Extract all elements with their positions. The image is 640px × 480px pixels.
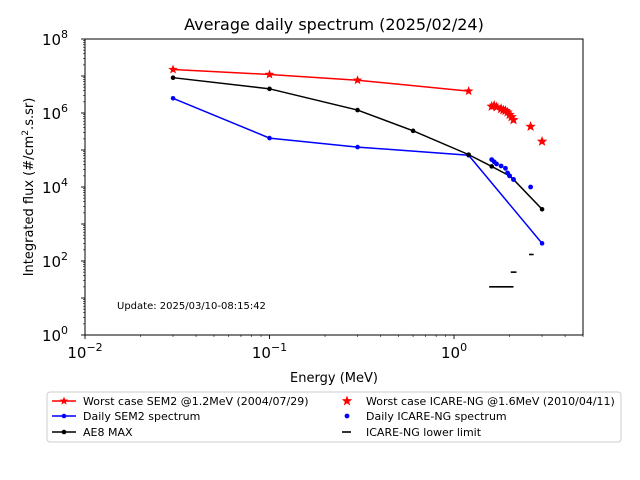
- legend-label: Worst case SEM2 @1.2MeV (2004/07/29): [83, 395, 308, 408]
- data-point-star: [502, 106, 513, 117]
- x-axis-ticks: 10−2 10−1 100: [67, 335, 584, 362]
- data-point: [355, 144, 360, 150]
- legend-label: Daily SEM2 spectrum: [83, 410, 200, 423]
- update-annotation: Update: 2025/03/10-08:15:42: [117, 301, 266, 312]
- data-point: [528, 184, 533, 190]
- data-point: [539, 206, 545, 212]
- data-point: [511, 177, 516, 182]
- data-point-star: [504, 109, 515, 120]
- data-point-star: [506, 111, 517, 122]
- legend-handle-dot: [61, 413, 67, 419]
- x-tick-label: 100: [441, 341, 467, 362]
- data-point: [267, 86, 272, 92]
- data-point-star: [264, 69, 275, 79]
- y-tick-label: 108: [42, 28, 68, 49]
- legend-entry-5: ICARE-NG lower limit: [342, 426, 482, 439]
- x-tick-label: 10−1: [252, 341, 287, 362]
- legend-handle-dot: [344, 413, 350, 419]
- data-point-star: [463, 86, 474, 96]
- series-line: [173, 68, 469, 92]
- data-point-star: [525, 121, 536, 132]
- series-3: [486, 99, 548, 146]
- x-axis-label: Energy (MeV): [290, 371, 378, 386]
- data-point-star: [488, 99, 500, 110]
- data-point: [539, 241, 545, 246]
- data-point: [170, 95, 176, 101]
- data-point: [355, 107, 360, 113]
- legend-entry-4: Daily ICARE-NG spectrum: [344, 410, 507, 423]
- data-point: [489, 164, 494, 169]
- data-point-star: [168, 64, 178, 74]
- data-point: [507, 173, 512, 179]
- data-point: [503, 165, 508, 171]
- data-point-star: [508, 114, 519, 125]
- y-tick-label: 106: [42, 102, 68, 123]
- legend-entry-1: Daily SEM2 spectrum: [52, 410, 200, 423]
- plot-background: [85, 39, 583, 335]
- data-point: [494, 161, 499, 167]
- y-axis-label: Integrated flux (#/cm2.s.sr): [21, 98, 37, 277]
- data-point-star: [491, 101, 502, 112]
- y-tick-label: 104: [42, 176, 68, 197]
- data-point-star: [500, 105, 511, 116]
- y-tick-label: 102: [42, 250, 68, 271]
- legend-frame: [46, 391, 622, 443]
- data-point: [170, 75, 176, 80]
- legend: Worst case SEM2 @1.2MeV (2004/07/29) Dail…: [46, 391, 622, 443]
- data-point: [466, 152, 471, 157]
- legend-label: AE8 MAX: [83, 426, 133, 439]
- plot-area: [84, 38, 584, 336]
- y-axis-ticks: 100 102 104 106 108: [42, 28, 85, 345]
- data-point-star: [536, 135, 548, 146]
- data-point-star: [486, 100, 497, 111]
- legend-entry-2: AE8 MAX: [52, 426, 133, 439]
- series-4: [489, 157, 533, 190]
- legend-handle-dot: [61, 429, 67, 435]
- legend-entry-0: Worst case SEM2 @1.2MeV (2004/07/29): [52, 395, 308, 408]
- chart-title: Average daily spectrum (2025/02/24): [184, 15, 484, 34]
- data-point: [498, 163, 504, 169]
- x-tick-label: 10−2: [67, 341, 102, 362]
- legend-handle-star: [341, 395, 353, 406]
- legend-label: Daily ICARE-NG spectrum: [366, 410, 507, 423]
- series-5: [489, 253, 534, 288]
- data-point: [267, 135, 272, 141]
- data-point: [410, 128, 416, 134]
- legend-entry-3: Worst case ICARE-NG @1.6MeV (2010/04/11): [341, 395, 615, 408]
- series-0: [168, 64, 474, 96]
- y-tick-label: 100: [42, 324, 68, 345]
- legend-label: ICARE-NG lower limit: [366, 426, 482, 439]
- legend-handle-star: [59, 396, 69, 405]
- data-point-star: [352, 75, 363, 85]
- legend-label: Worst case ICARE-NG @1.6MeV (2010/04/11): [366, 395, 615, 408]
